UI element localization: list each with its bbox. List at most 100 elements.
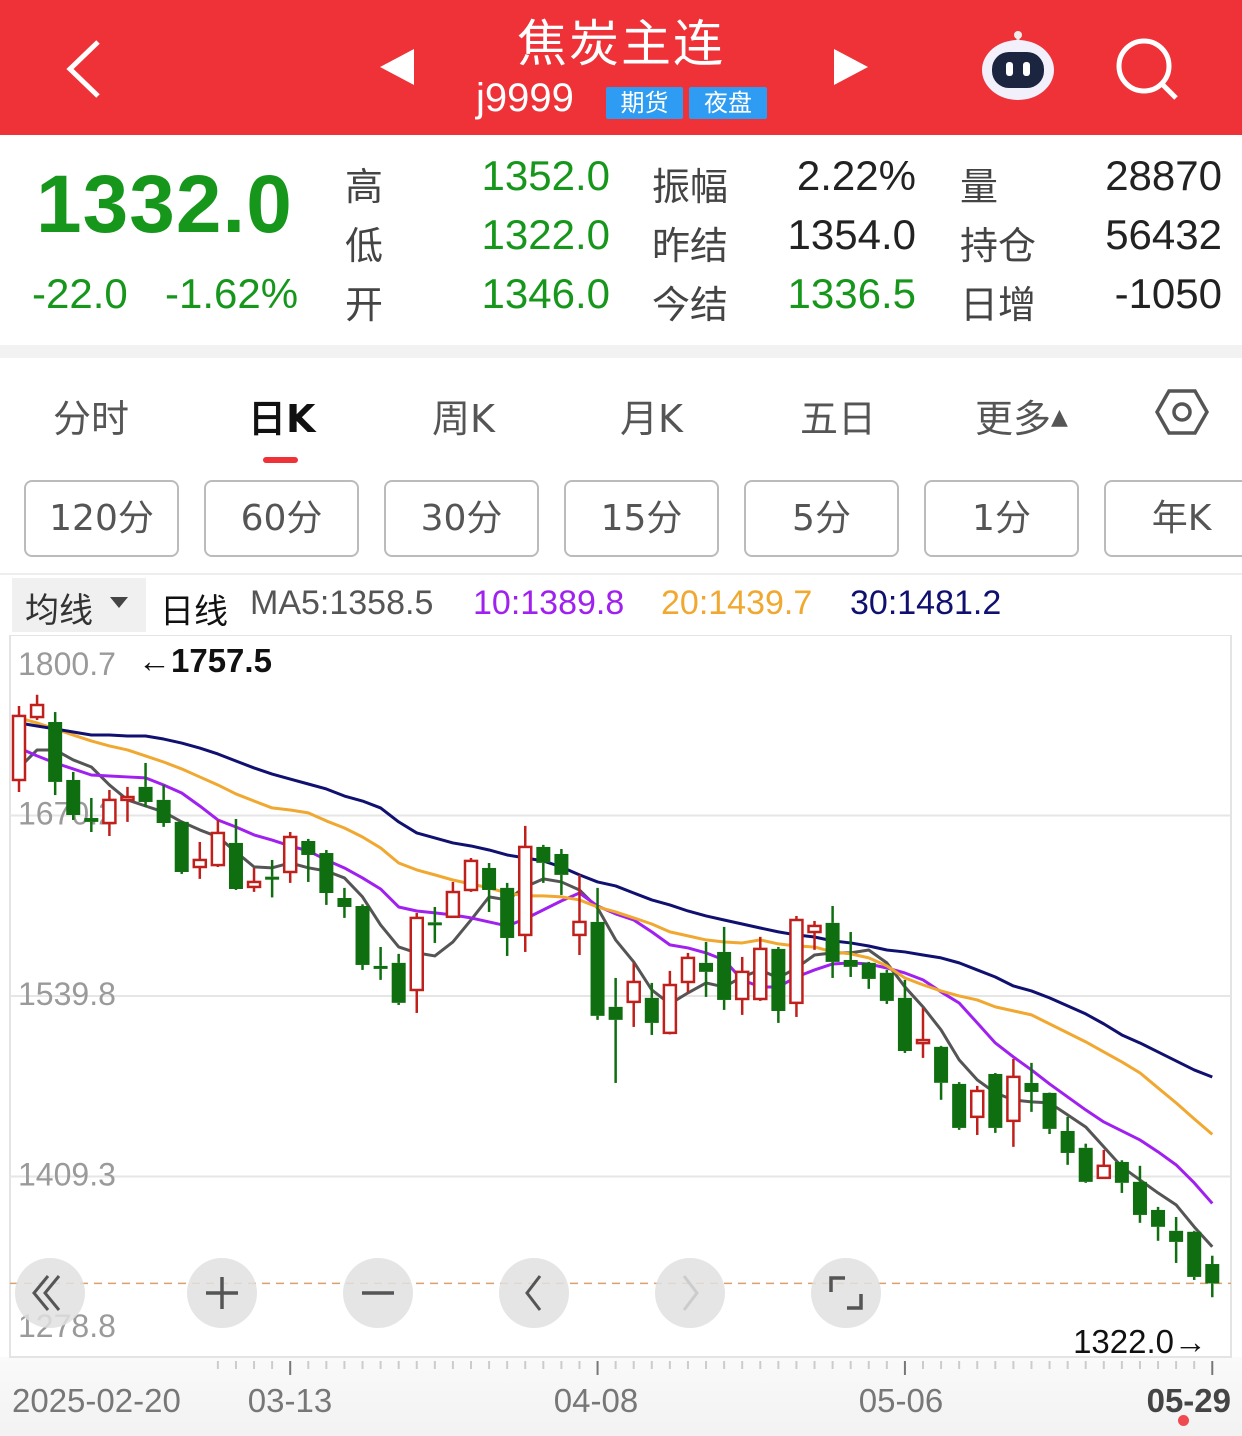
stat-value: 1322.0 bbox=[481, 211, 610, 258]
x-tick-label: 05-06 bbox=[859, 1382, 943, 1419]
candle-body bbox=[156, 799, 171, 824]
candle-body bbox=[1187, 1231, 1202, 1277]
ma-selector[interactable]: 均线 bbox=[12, 578, 146, 632]
stat-value: 1352.0 bbox=[481, 152, 610, 199]
candle bbox=[500, 882, 515, 956]
tab-label: 月K bbox=[620, 397, 683, 441]
tab-label: 周K bbox=[432, 397, 495, 441]
prev-contract-icon[interactable] bbox=[380, 49, 414, 85]
candle bbox=[1132, 1165, 1147, 1223]
last-price: 1332.0 bbox=[36, 159, 293, 250]
candle-body bbox=[355, 906, 370, 965]
candle-body bbox=[517, 845, 533, 937]
period-button[interactable]: 1分 bbox=[924, 480, 1079, 557]
period-button[interactable]: 5分 bbox=[744, 480, 899, 557]
candle bbox=[915, 1007, 931, 1058]
candle-body bbox=[120, 795, 135, 802]
candle-body bbox=[717, 951, 732, 1000]
candle-body bbox=[1060, 1130, 1075, 1153]
candle bbox=[138, 762, 153, 807]
tab-label: 日K bbox=[248, 397, 316, 441]
candle bbox=[861, 961, 876, 989]
price-change-percent: -1.62% bbox=[165, 270, 299, 317]
stat-label: 持仓 bbox=[960, 224, 1037, 268]
candle-body bbox=[445, 890, 461, 919]
candle-body bbox=[807, 924, 822, 934]
night-session-badge: 夜盘 bbox=[689, 87, 767, 119]
ma5-value: MA5:1358.5 bbox=[250, 584, 434, 622]
candle bbox=[554, 849, 569, 895]
candle-body bbox=[789, 918, 804, 1005]
low-marker: 1322.0→ bbox=[1073, 1323, 1207, 1360]
candle bbox=[934, 1045, 949, 1100]
rewind-button[interactable] bbox=[15, 1258, 85, 1328]
robot-assistant-icon[interactable] bbox=[978, 30, 1058, 102]
x-tick-label: 03-13 bbox=[248, 1382, 332, 1419]
candle-body bbox=[66, 779, 81, 815]
tab-4[interactable]: 五日 bbox=[800, 388, 876, 443]
y-tick-label: 1800.7 bbox=[18, 646, 116, 682]
candle-body bbox=[1024, 1082, 1039, 1092]
zoom-in-button[interactable] bbox=[187, 1258, 257, 1328]
candle bbox=[391, 953, 406, 1005]
candle bbox=[734, 956, 750, 1015]
period-button[interactable]: 年K bbox=[1104, 480, 1242, 557]
candle-body bbox=[843, 959, 858, 967]
stat-value: 2.22% bbox=[796, 152, 916, 199]
candle-body bbox=[29, 703, 45, 719]
candle-body bbox=[1042, 1092, 1057, 1129]
candle bbox=[409, 912, 425, 1013]
candle bbox=[102, 789, 117, 837]
scroll-left-icon bbox=[525, 1275, 542, 1311]
tab-0[interactable]: 分时 bbox=[53, 388, 129, 443]
scroll-left-button[interactable] bbox=[499, 1258, 569, 1328]
zoom-in-icon bbox=[206, 1277, 238, 1309]
stat-label: 低 bbox=[345, 224, 384, 268]
candle bbox=[246, 867, 262, 892]
candle-body bbox=[554, 853, 569, 875]
period-button[interactable]: 120分 bbox=[24, 480, 179, 557]
tab-label: 五日 bbox=[800, 397, 877, 441]
scroll-right-button[interactable] bbox=[655, 1258, 725, 1328]
stat-label: 量 bbox=[960, 165, 999, 209]
high-marker: ←1757.5 bbox=[138, 642, 272, 679]
fullscreen-icon bbox=[829, 1276, 863, 1310]
back-chevron-icon[interactable] bbox=[62, 38, 106, 100]
candle-body bbox=[84, 818, 99, 822]
zoom-out-button[interactable] bbox=[343, 1258, 413, 1328]
period-button[interactable]: 60分 bbox=[204, 480, 359, 557]
period-button[interactable]: 15分 bbox=[564, 480, 719, 557]
candle bbox=[843, 932, 858, 977]
candle bbox=[210, 819, 226, 867]
candle-body bbox=[427, 922, 442, 926]
candle-body bbox=[934, 1046, 949, 1083]
tab-2[interactable]: 周K bbox=[432, 388, 495, 443]
candle-body bbox=[861, 962, 876, 979]
contract-code: j9999 bbox=[476, 76, 574, 120]
candle bbox=[445, 881, 461, 919]
stat-value: 56432 bbox=[1105, 211, 1222, 258]
next-contract-icon[interactable] bbox=[834, 49, 868, 85]
candle bbox=[265, 859, 280, 898]
period-button[interactable]: 30分 bbox=[384, 480, 539, 557]
stat-label: 今结 bbox=[652, 283, 729, 327]
search-icon[interactable] bbox=[1112, 36, 1182, 102]
candle-body bbox=[1205, 1264, 1220, 1284]
candle-body bbox=[337, 897, 352, 907]
candle bbox=[608, 977, 623, 1083]
ma30-value: 30:1481.2 bbox=[850, 584, 1002, 622]
candle-body bbox=[500, 887, 515, 938]
stat-label: 振幅 bbox=[652, 165, 729, 209]
candle bbox=[1024, 1062, 1039, 1112]
fullscreen-button[interactable] bbox=[811, 1258, 881, 1328]
candle-body bbox=[771, 948, 786, 1012]
tab-5[interactable]: 更多▲ bbox=[975, 388, 1068, 443]
chart-settings-icon[interactable] bbox=[1155, 388, 1209, 436]
kline-chart[interactable]: 1800.71670.21539.81409.31278.8←1757.5132… bbox=[0, 635, 1242, 1436]
divider bbox=[0, 573, 1242, 575]
tab-1[interactable]: 日K bbox=[248, 388, 315, 443]
candle-body bbox=[409, 916, 425, 992]
x-tick-label: 2025-02-20 bbox=[12, 1382, 181, 1419]
candle bbox=[1205, 1255, 1220, 1298]
tab-3[interactable]: 月K bbox=[620, 388, 683, 443]
